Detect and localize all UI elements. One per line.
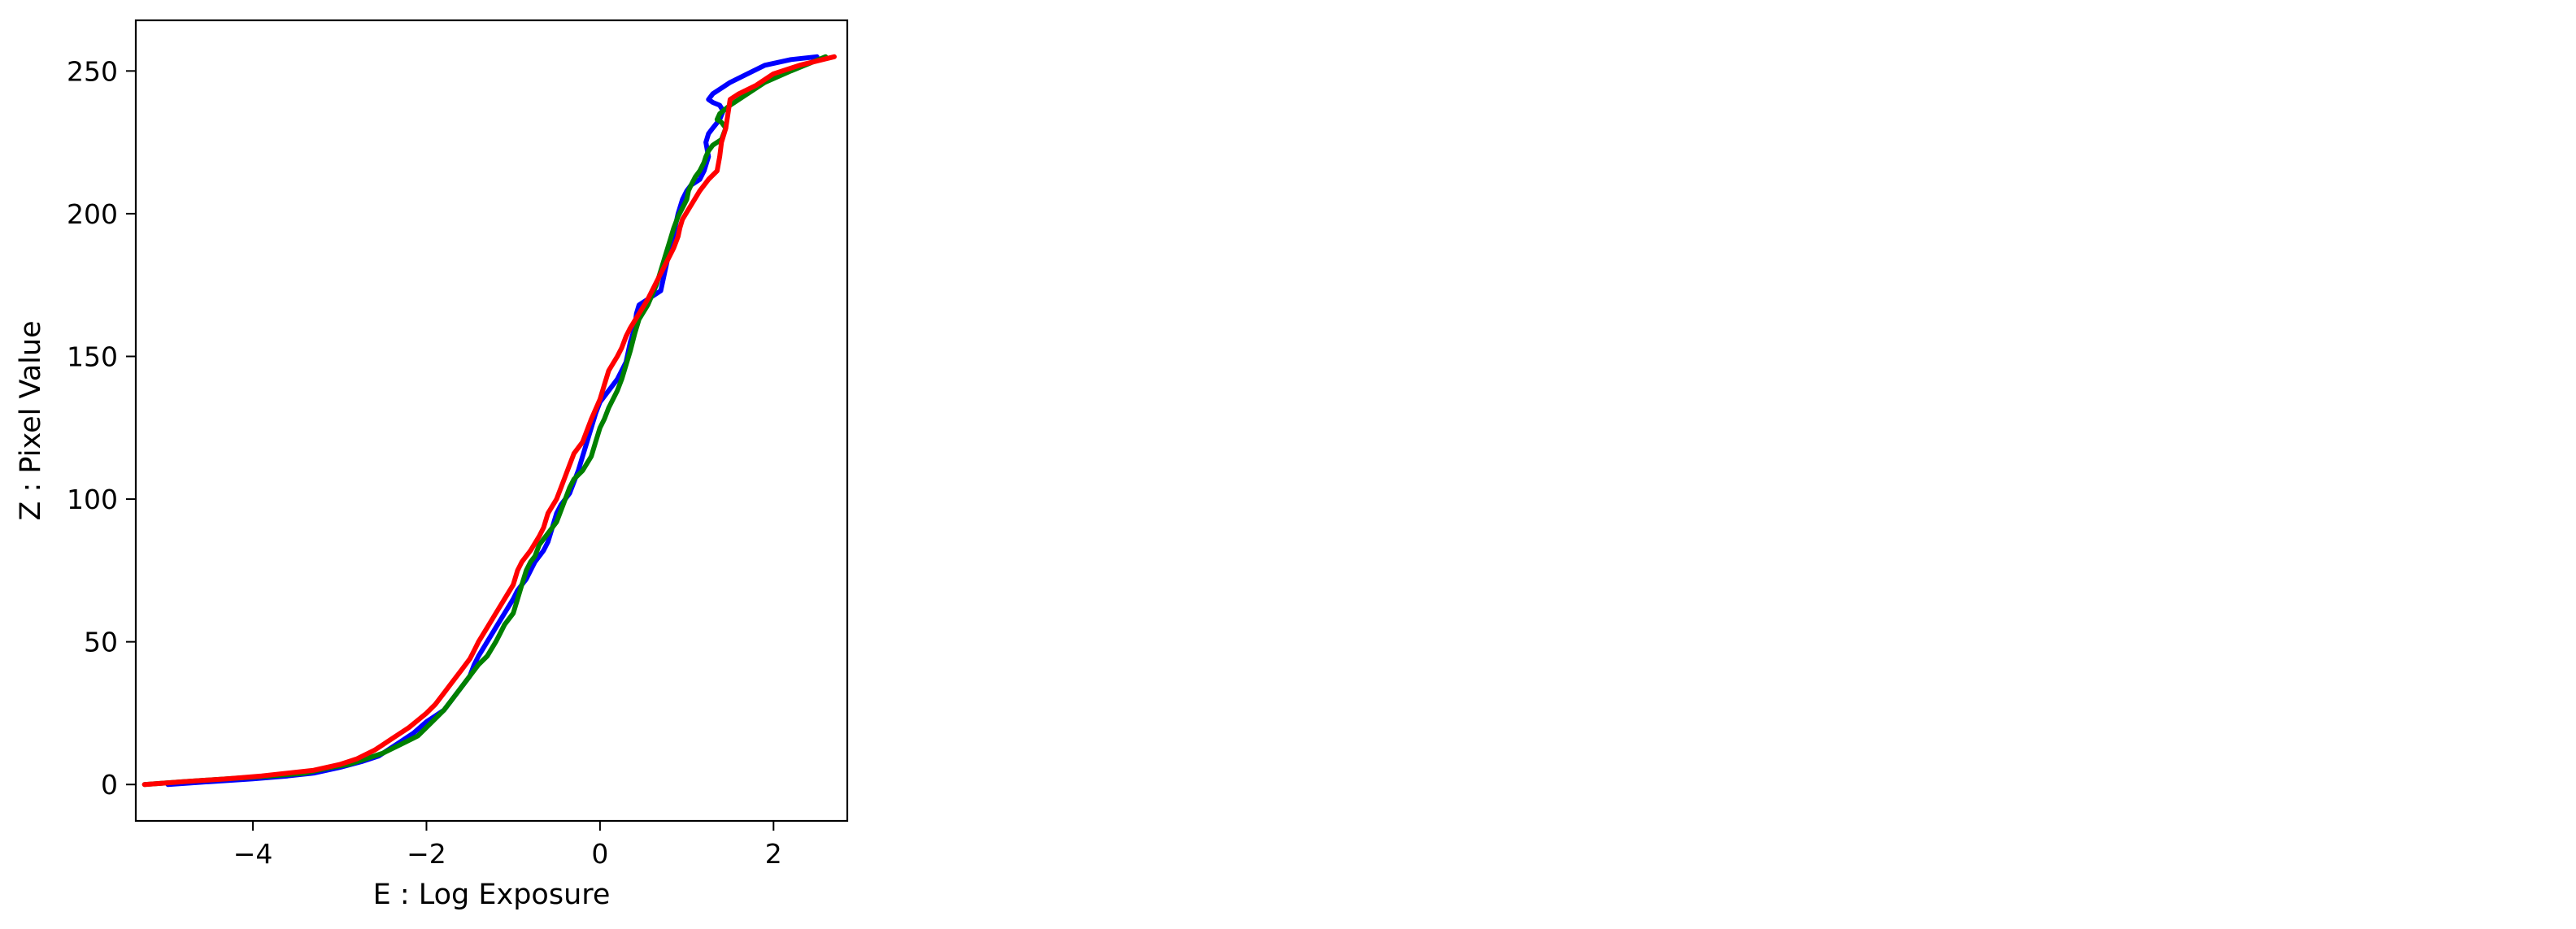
y-axis-label: Z : Pixel Value (15, 320, 47, 520)
y-tick-label: 0 (101, 769, 118, 801)
series-line-1 (141, 54, 829, 788)
plot-frame (134, 19, 849, 823)
y-tick-label: 100 (67, 484, 118, 515)
y-tick-label: 50 (84, 627, 118, 658)
chart-panel-1: −4 −2 0 2 0 50 100 150 200 250 E : Log Exposure Z :… (15, 19, 849, 911)
series-line-1 (141, 54, 837, 788)
y-tick-label: 250 (67, 55, 118, 87)
y-tick-label: 200 (67, 198, 118, 230)
x-axis-label: E : Log Exposure (373, 879, 611, 911)
y-tick-label: 150 (67, 341, 118, 372)
x-tick-label: −4 (233, 838, 273, 870)
x-tick-label: 2 (765, 838, 782, 870)
x-tick-label: 0 (591, 838, 608, 870)
x-tick-label: −2 (407, 838, 446, 870)
